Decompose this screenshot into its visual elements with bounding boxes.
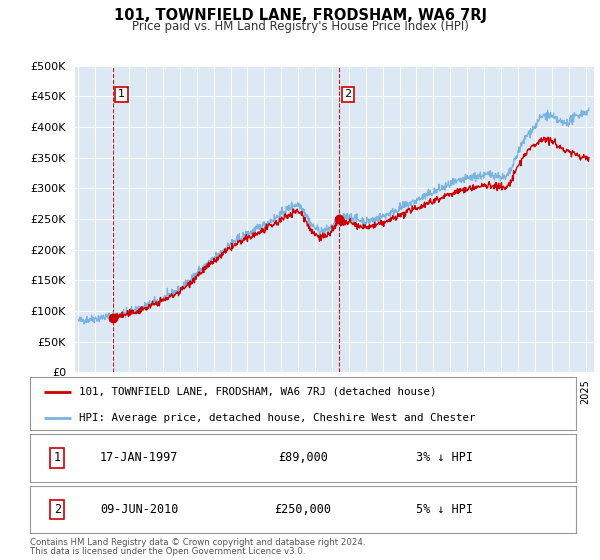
Text: £89,000: £89,000 xyxy=(278,451,328,464)
Text: 2: 2 xyxy=(344,90,352,99)
Text: This data is licensed under the Open Government Licence v3.0.: This data is licensed under the Open Gov… xyxy=(30,547,305,556)
Text: 1: 1 xyxy=(118,90,125,99)
Text: 1: 1 xyxy=(54,451,61,464)
Text: 101, TOWNFIELD LANE, FRODSHAM, WA6 7RJ (detached house): 101, TOWNFIELD LANE, FRODSHAM, WA6 7RJ (… xyxy=(79,387,437,397)
Text: 17-JAN-1997: 17-JAN-1997 xyxy=(100,451,178,464)
Text: Price paid vs. HM Land Registry's House Price Index (HPI): Price paid vs. HM Land Registry's House … xyxy=(131,20,469,32)
Text: 5% ↓ HPI: 5% ↓ HPI xyxy=(416,503,473,516)
Text: 09-JUN-2010: 09-JUN-2010 xyxy=(100,503,178,516)
Text: HPI: Average price, detached house, Cheshire West and Chester: HPI: Average price, detached house, Ches… xyxy=(79,413,476,423)
Text: 3% ↓ HPI: 3% ↓ HPI xyxy=(416,451,473,464)
Text: £250,000: £250,000 xyxy=(275,503,331,516)
Text: 2: 2 xyxy=(54,503,61,516)
Text: Contains HM Land Registry data © Crown copyright and database right 2024.: Contains HM Land Registry data © Crown c… xyxy=(30,538,365,547)
Text: 101, TOWNFIELD LANE, FRODSHAM, WA6 7RJ: 101, TOWNFIELD LANE, FRODSHAM, WA6 7RJ xyxy=(113,8,487,24)
